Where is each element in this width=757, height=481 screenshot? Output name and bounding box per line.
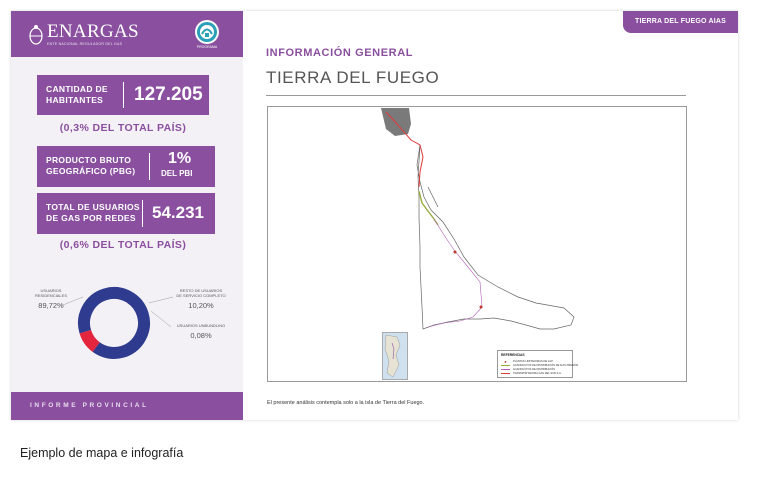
enargas-logo: ENARGAS ENTE NACIONAL REGULADOR DEL GAS [29, 21, 139, 46]
province-map: REFERENCIAS ● PLANTAS LIMITADORAS DE GLP… [267, 106, 687, 382]
footer-label: INFORME PROVINCIAL [30, 402, 149, 409]
leader-line [62, 296, 84, 306]
stat-population: CANTIDAD DE HABITANTES 127.205 [37, 75, 209, 115]
users-donut-chart [77, 287, 150, 359]
donut-label-line1: RESTO DE USUARIOS [179, 288, 223, 293]
donut-label-residential: USUARIOS RESIDENCIALES [25, 288, 77, 298]
legend-item-label: TRANSPORTADORA GAS DEL SUR S.A. [513, 372, 562, 375]
legend-item: ● PLANTAS LIMITADORAS DE GLP [501, 358, 553, 364]
donut-leader-lines [62, 296, 174, 328]
distribution-pipeline [427, 218, 483, 328]
donut-segment [77, 287, 150, 359]
stat-label-line2: DE GAS POR REDES [46, 213, 136, 223]
inset-drawing [384, 334, 401, 378]
stat-note-population: (0,3% DEL TOTAL PAÍS) [59, 122, 187, 134]
stat-label: CANTIDAD DE HABITANTES [46, 84, 108, 106]
badge-caption: PROGRAMA [196, 45, 218, 49]
plant-marker-icon: ● [504, 358, 507, 364]
stat-value-sub: DEL PBI [161, 169, 193, 178]
donut-label-line2: RESIDENCIALES [34, 293, 67, 298]
high-pressure-pipeline [418, 190, 439, 226]
donut-label-unbundling: USUARIOS UNBUNDLING [176, 323, 226, 328]
stat-pbg: PRODUCTO BRUTO GEOGRÁFICO (PBG) 1% DEL P… [37, 146, 215, 187]
stat-label-line2: HABITANTES [46, 95, 104, 105]
divider [123, 82, 124, 108]
sidebar: ENARGAS ENTE NACIONAL REGULADOR DEL GAS … [11, 11, 243, 420]
legend-title: REFERENCIAS [501, 353, 525, 357]
stat-gas-users: TOTAL DE USUARIOS DE GAS POR REDES 54.23… [37, 193, 215, 234]
legend-item: TRANSPORTADORA GAS DEL SUR S.A. [501, 372, 562, 376]
stat-label: PRODUCTO BRUTO GEOGRÁFICO (PBG) [46, 155, 135, 177]
province-tag: TIERRA DEL FUEGO AIAS [623, 11, 738, 33]
donut-label-line2: DE SERVICIO COMPLETO [176, 293, 226, 298]
map-footnote: El presente análisis contempla solo a la… [267, 400, 425, 406]
line-swatch-icon [501, 369, 510, 370]
legend-item-label: GASODUCTOS DE DISTRIBUCIÓN [513, 368, 556, 371]
legend-item: GASODUCTOS DE DISTRIBUCIÓN [501, 368, 555, 372]
legend-item-label: PLANTAS LIMITADORAS DE GLP [513, 359, 553, 363]
province-title: TIERRA DEL FUEGO [266, 68, 440, 87]
legend-item: GASODUCTOS DE DISTRIBUCIÓN DE ALTA PRESI… [501, 364, 578, 368]
leader-line [150, 310, 172, 328]
stat-label: TOTAL DE USUARIOS DE GAS POR REDES [46, 202, 140, 224]
stat-value: 1% [168, 150, 192, 167]
donut-label-rest: RESTO DE USUARIOS DE SERVICIO COMPLETO [171, 288, 231, 298]
stat-value: 54.231 [152, 203, 204, 222]
glp-plant-marker [479, 305, 483, 309]
stat-label-line1: TOTAL DE USUARIOS [46, 202, 140, 212]
stat-label-line1: CANTIDAD DE [46, 84, 108, 94]
line-swatch-icon [501, 365, 510, 366]
title-rule [266, 95, 686, 96]
stat-note-gas-users: (0,6% DEL TOTAL PAÍS) [59, 239, 187, 251]
leader-line [148, 296, 174, 304]
logo-name: ENARGAS [47, 21, 139, 42]
donut-label-line1: USUARIOS [40, 288, 62, 293]
island-outline [416, 144, 575, 330]
logo-subtitle: ENTE NACIONAL REGULADOR DEL GAS [47, 42, 123, 46]
stat-value: 127.205 [134, 84, 203, 105]
glp-plant-marker [453, 250, 457, 254]
donut-value-residential: 89,72% [38, 301, 64, 310]
legend-item-label: GASODUCTOS DE DISTRIBUCIÓN DE ALTA PRESI… [513, 364, 579, 367]
donut-value-rest: 10,20% [188, 301, 214, 310]
infographic-slide: ENARGAS ENTE NACIONAL REGULADOR DEL GAS … [11, 11, 738, 420]
mainland-shape [381, 108, 411, 136]
sidebar-footer: INFORME PROVINCIAL [11, 392, 243, 420]
argentina-seal-icon [29, 24, 43, 45]
donut-value-unbundling: 0,08% [190, 331, 212, 340]
program-badge: PROGRAMA [191, 19, 223, 53]
map-drawing [381, 108, 575, 330]
divider [149, 153, 150, 180]
stat-label-line2: GEOGRÁFICO (PBG) [46, 166, 136, 176]
transport-pipeline [385, 111, 424, 188]
sidebar-header: ENARGAS ENTE NACIONAL REGULADOR DEL GAS … [11, 11, 243, 57]
figure-caption: Ejemplo de mapa e infografía [20, 446, 184, 460]
stat-label-line1: PRODUCTO BRUTO [46, 155, 132, 165]
gas-program-icon [195, 20, 219, 44]
section-title: INFORMACIÓN GENERAL [266, 47, 414, 59]
locator-inset-map [382, 332, 408, 380]
divider [142, 200, 143, 227]
line-swatch-icon [501, 373, 510, 374]
map-legend: REFERENCIAS ● PLANTAS LIMITADORAS DE GLP… [497, 350, 578, 378]
coast-detail [427, 186, 439, 208]
